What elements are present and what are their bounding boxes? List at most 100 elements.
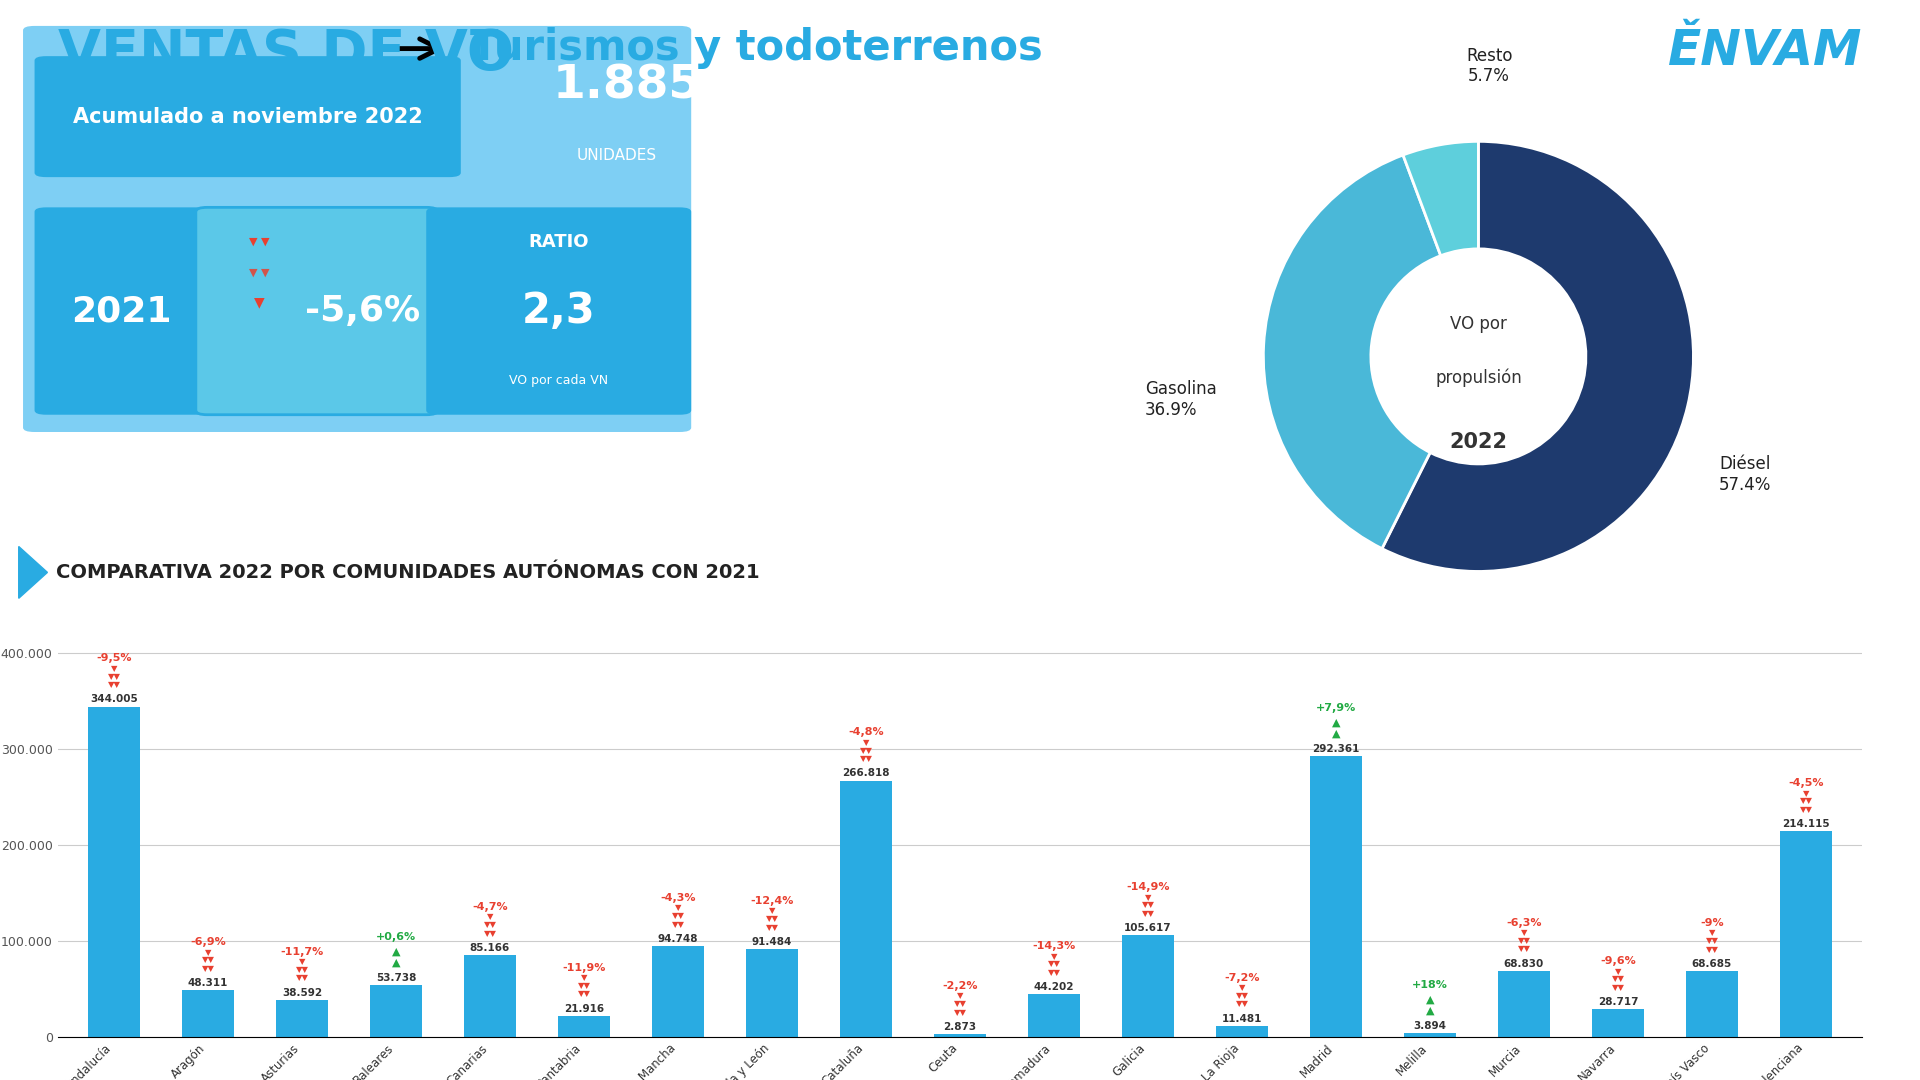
Bar [559, 1016, 611, 1037]
Text: ▼▼: ▼▼ [766, 914, 778, 923]
Text: ▲: ▲ [392, 958, 399, 968]
Text: ▼▼: ▼▼ [860, 754, 872, 764]
Text: ▼▼: ▼▼ [578, 981, 591, 990]
Text: -14,3%: -14,3% [1033, 941, 1075, 951]
Text: ▼▼: ▼▼ [578, 989, 591, 999]
Text: -7,2%: -7,2% [1225, 973, 1260, 983]
FancyBboxPatch shape [35, 207, 207, 415]
Text: -4,3%: -4,3% [660, 893, 695, 903]
Text: UNIDADES: UNIDADES [576, 148, 657, 163]
Text: ▼▼: ▼▼ [954, 1008, 966, 1016]
Text: VO por: VO por [1450, 315, 1507, 333]
Text: ▼▼: ▼▼ [1705, 936, 1718, 945]
Bar [1404, 1034, 1455, 1037]
Text: +0,6%: +0,6% [376, 932, 417, 942]
Text: Gasolina
36.9%: Gasolina 36.9% [1144, 380, 1217, 419]
Text: 68.685: 68.685 [1692, 959, 1732, 969]
Bar [1121, 935, 1173, 1037]
Text: ▼: ▼ [674, 903, 682, 913]
Text: -12,4%: -12,4% [751, 895, 793, 906]
Text: ▲: ▲ [392, 947, 399, 957]
Text: 3.894: 3.894 [1413, 1021, 1446, 1031]
Bar [1592, 1009, 1644, 1037]
Text: -6,9%: -6,9% [190, 937, 227, 947]
Bar [653, 946, 705, 1037]
FancyBboxPatch shape [196, 207, 438, 415]
Text: 85.166: 85.166 [470, 943, 511, 953]
Text: 28.717: 28.717 [1597, 997, 1638, 1007]
Text: 11.481: 11.481 [1221, 1014, 1261, 1024]
Text: VO por cada VN: VO por cada VN [509, 374, 609, 387]
FancyBboxPatch shape [426, 207, 691, 415]
Text: 53.738: 53.738 [376, 973, 417, 983]
Text: -9,6%: -9,6% [1599, 956, 1636, 966]
Text: ▼: ▼ [1050, 951, 1058, 961]
Text: ▼▼: ▼▼ [1799, 796, 1812, 806]
Text: VENTAS DE VO: VENTAS DE VO [58, 27, 515, 81]
Text: ▼: ▼ [1615, 967, 1620, 975]
Text: ▼▼: ▼▼ [1517, 944, 1530, 954]
Text: ▼▼: ▼▼ [1142, 901, 1154, 909]
Text: ▼: ▼ [1803, 788, 1809, 797]
Text: RATIO: RATIO [528, 233, 589, 251]
Bar [935, 1034, 985, 1037]
Text: ▼▼: ▼▼ [954, 999, 966, 1008]
Text: ▲: ▲ [1332, 718, 1340, 728]
Text: Diésel
57.4%: Diésel 57.4% [1718, 456, 1772, 494]
Text: 2021: 2021 [71, 294, 171, 328]
Text: ▼▼: ▼▼ [860, 745, 872, 755]
Bar [1215, 1026, 1267, 1037]
Text: Turismos y todoterrenos: Turismos y todoterrenos [470, 27, 1043, 69]
Text: ▼▼: ▼▼ [672, 910, 685, 920]
Text: ▼▼: ▼▼ [1517, 935, 1530, 945]
FancyBboxPatch shape [35, 56, 461, 177]
Bar [1686, 971, 1738, 1037]
FancyBboxPatch shape [23, 26, 691, 432]
Text: propulsión: propulsión [1434, 368, 1523, 387]
Text: ▼: ▼ [1144, 893, 1152, 902]
Text: ▼▼: ▼▼ [484, 929, 497, 937]
Text: -2,2%: -2,2% [943, 981, 977, 990]
Text: -4,7%: -4,7% [472, 902, 507, 912]
Bar [88, 706, 140, 1037]
Text: ▼▼: ▼▼ [202, 956, 215, 964]
Text: ▼▼: ▼▼ [1799, 805, 1812, 814]
Text: ▼▼: ▼▼ [1048, 959, 1060, 969]
Text: ▼: ▼ [488, 913, 493, 921]
Text: ▲: ▲ [1427, 995, 1434, 1005]
Text: 44.202: 44.202 [1033, 982, 1075, 993]
Text: -11,9%: -11,9% [563, 962, 605, 973]
Text: 48.311: 48.311 [188, 978, 228, 988]
Text: ▼▼: ▼▼ [296, 964, 309, 974]
Text: ▼: ▼ [253, 296, 265, 309]
Text: ▼▼: ▼▼ [1142, 909, 1154, 918]
Text: ▼▼: ▼▼ [1611, 974, 1624, 983]
Bar [841, 781, 893, 1037]
Wedge shape [1404, 141, 1478, 256]
Text: 292.361: 292.361 [1311, 744, 1359, 754]
Text: ▼: ▼ [1709, 928, 1715, 937]
Bar [747, 949, 799, 1037]
Text: 1.885.553: 1.885.553 [553, 64, 818, 109]
Text: 38.592: 38.592 [282, 987, 323, 998]
Text: 2022: 2022 [1450, 432, 1507, 453]
Text: ▼▼: ▼▼ [1048, 968, 1060, 977]
Text: ▼: ▼ [862, 738, 870, 747]
Text: 21.916: 21.916 [564, 1003, 605, 1014]
Bar [276, 1000, 328, 1037]
Text: -4,8%: -4,8% [849, 728, 883, 738]
Text: ▲: ▲ [1427, 1005, 1434, 1016]
Text: ▼▼: ▼▼ [1705, 945, 1718, 954]
Bar [465, 955, 516, 1037]
Text: COMPARATIVA 2022 POR COMUNIDADES AUTÓNOMAS CON 2021: COMPARATIVA 2022 POR COMUNIDADES AUTÓNOM… [56, 563, 760, 582]
Text: Acumulado a noviembre 2022: Acumulado a noviembre 2022 [73, 107, 422, 126]
Text: 94.748: 94.748 [659, 934, 699, 944]
Text: -5,6%: -5,6% [305, 294, 420, 328]
Wedge shape [1263, 156, 1440, 549]
Polygon shape [19, 546, 48, 598]
Text: 91.484: 91.484 [753, 936, 793, 947]
Text: 214.115: 214.115 [1782, 819, 1830, 829]
Bar [1780, 832, 1832, 1037]
Text: 2,3: 2,3 [522, 291, 595, 332]
Text: ▼ ▼: ▼ ▼ [250, 267, 269, 278]
